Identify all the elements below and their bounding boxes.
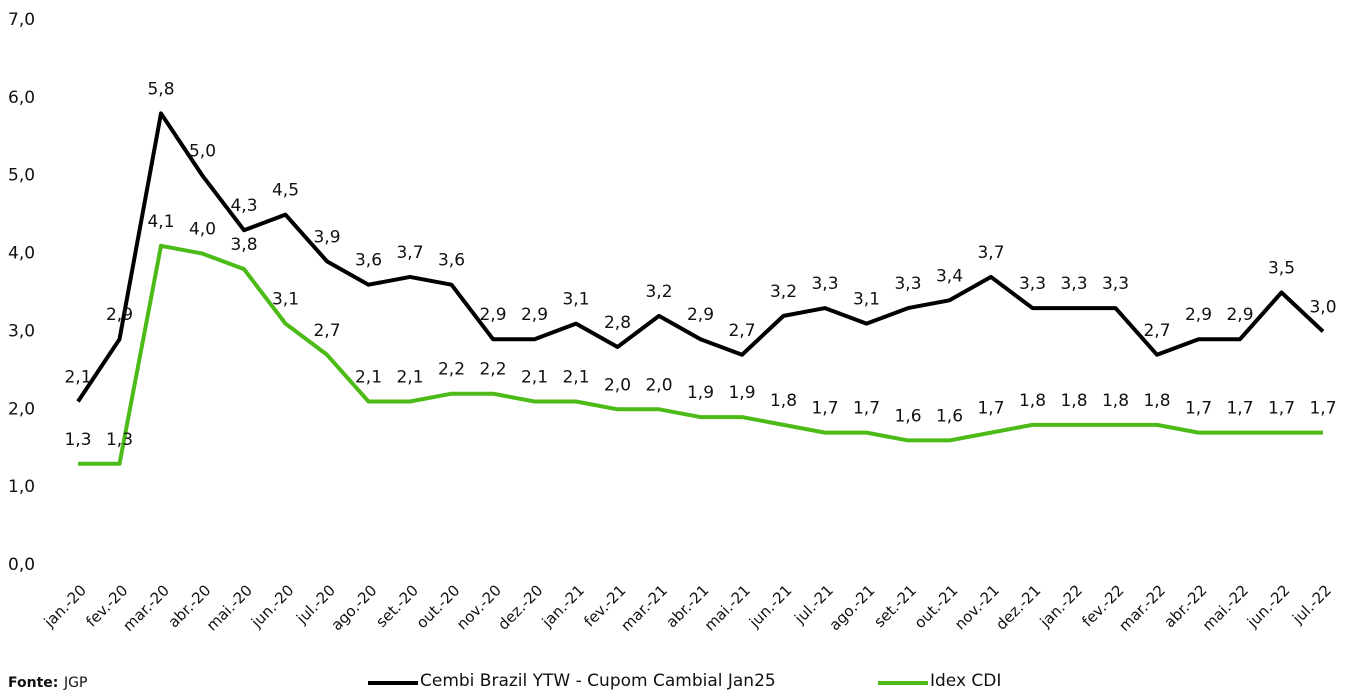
x-tick-label: mai.-21 — [701, 581, 754, 634]
data-label: 3,3 — [1019, 274, 1046, 294]
data-label: 3,6 — [355, 251, 382, 271]
source-label: Fonte: — [8, 675, 58, 691]
x-tick-label: mai.-22 — [1199, 581, 1252, 634]
data-label: 2,7 — [728, 321, 755, 341]
data-label: 1,6 — [936, 406, 963, 426]
data-label: 3,4 — [936, 266, 963, 286]
legend-label: Cembi Brazil YTW - Cupom Cambial Jan25 — [420, 671, 776, 691]
data-label: 2,2 — [438, 360, 465, 380]
data-label: 5,8 — [147, 79, 174, 99]
data-label: 2,0 — [645, 375, 672, 395]
data-label: 1,7 — [853, 399, 880, 419]
data-label: 2,2 — [479, 360, 506, 380]
data-label: 1,8 — [1060, 391, 1087, 411]
data-label: 2,8 — [604, 313, 631, 333]
data-label: 1,9 — [687, 383, 714, 403]
x-tick-label: jun.-21 — [745, 581, 796, 632]
y-tick-label: 6,0 — [8, 88, 35, 108]
data-label: 1,8 — [1143, 391, 1170, 411]
data-label: 2,1 — [562, 368, 589, 388]
data-label: 2,1 — [355, 368, 382, 388]
data-label: 2,7 — [313, 321, 340, 341]
data-label: 1,7 — [1226, 399, 1253, 419]
x-tick-label: jan.-20 — [40, 581, 90, 631]
data-label: 3,5 — [1268, 259, 1295, 279]
data-label: 3,7 — [977, 243, 1004, 263]
data-label: 4,5 — [272, 181, 299, 201]
x-tick-label: ago.-20 — [328, 581, 381, 634]
y-tick-label: 0,0 — [8, 555, 35, 575]
data-label: 3,2 — [645, 282, 672, 302]
y-tick-label: 3,0 — [8, 321, 35, 341]
data-label: 2,7 — [1143, 321, 1170, 341]
y-tick-label: 7,0 — [8, 10, 35, 30]
data-label: 1,7 — [1309, 399, 1336, 419]
data-label: 3,9 — [313, 227, 340, 247]
data-label: 3,3 — [1060, 274, 1087, 294]
data-label: 3,1 — [853, 290, 880, 310]
data-label: 3,3 — [1102, 274, 1129, 294]
data-label: 1,7 — [977, 399, 1004, 419]
data-label: 3,3 — [811, 274, 838, 294]
data-label: 2,0 — [604, 375, 631, 395]
x-tick-label: jun.-22 — [1243, 581, 1294, 632]
data-label: 2,9 — [1185, 305, 1212, 325]
y-tick-label: 5,0 — [8, 166, 35, 186]
series-line — [78, 243, 1323, 466]
data-label: 2,9 — [687, 305, 714, 325]
data-label: 2,9 — [1226, 305, 1253, 325]
source: JGP — [63, 675, 87, 691]
data-label: 4,1 — [147, 212, 174, 232]
x-tick-label: ago.-21 — [826, 581, 879, 634]
x-tick-label: mar.-21 — [617, 581, 671, 635]
data-label: 2,9 — [106, 305, 133, 325]
x-tick-label: dez.-20 — [494, 581, 546, 633]
x-tick-label: jun.-20 — [247, 581, 298, 632]
data-label: 2,1 — [396, 368, 423, 388]
series-line — [76, 111, 1325, 403]
data-label: 5,0 — [189, 142, 216, 162]
x-tick-label: set.-20 — [372, 581, 422, 631]
data-label: 3,6 — [438, 251, 465, 271]
x-tick-label: mar.-20 — [119, 581, 173, 635]
y-tick-label: 2,0 — [8, 399, 35, 419]
x-tick-label: jan.-21 — [538, 581, 588, 631]
y-tick-label: 1,0 — [8, 477, 35, 497]
x-tick-label: dez.-21 — [992, 581, 1044, 633]
data-label: 1,7 — [1268, 399, 1295, 419]
data-label: 3,1 — [562, 290, 589, 310]
legend-label: Idex CDI — [930, 671, 1001, 691]
data-label: 3,1 — [272, 290, 299, 310]
data-label: 1,6 — [894, 406, 921, 426]
data-label: 2,1 — [521, 368, 548, 388]
x-tick-label: mai.-20 — [203, 581, 256, 634]
x-tick-label: jul.-22 — [1288, 581, 1335, 628]
data-label: 1,8 — [1102, 391, 1129, 411]
x-tick-label: jan.-22 — [1036, 581, 1086, 631]
data-label: 3,7 — [396, 243, 423, 263]
data-label: 4,0 — [189, 220, 216, 240]
data-label: 1,9 — [728, 383, 755, 403]
data-label: 2,1 — [64, 368, 91, 388]
y-tick-label: 4,0 — [8, 244, 35, 264]
data-label: 1,8 — [1019, 391, 1046, 411]
data-label: 4,3 — [230, 196, 257, 216]
data-label: 3,3 — [894, 274, 921, 294]
data-label: 1,3 — [106, 430, 133, 450]
data-label: 1,8 — [770, 391, 797, 411]
x-tick-label: mar.-22 — [1115, 581, 1169, 635]
data-label: 1,3 — [64, 430, 91, 450]
data-label: 1,7 — [811, 399, 838, 419]
x-tick-label: nov.-20 — [453, 581, 505, 633]
data-label: 1,7 — [1185, 399, 1212, 419]
x-tick-label: nov.-21 — [951, 581, 1003, 633]
data-label: 2,9 — [521, 305, 548, 325]
data-label: 3,0 — [1309, 297, 1336, 317]
data-label: 3,8 — [230, 235, 257, 255]
data-label: 3,2 — [770, 282, 797, 302]
x-tick-label: set.-21 — [870, 581, 920, 631]
data-label: 2,9 — [479, 305, 506, 325]
